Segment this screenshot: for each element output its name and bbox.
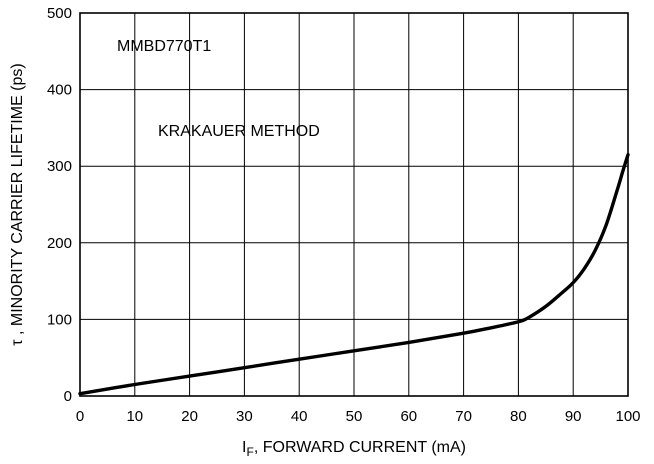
y-axis-label: τ , MINORITY CARRIER LIFETIME (ps)	[9, 63, 26, 346]
x-tick-label: 10	[126, 408, 143, 425]
y-tick-label: 400	[47, 82, 72, 99]
x-tick-label: 50	[346, 408, 363, 425]
x-tick-label: 90	[565, 408, 582, 425]
x-tick-label: 40	[291, 408, 308, 425]
data-line	[78, 153, 630, 396]
x-tick-label: 70	[455, 408, 472, 425]
x-tick-label: 100	[615, 408, 640, 425]
annotation-method: KRAKAUER METHOD	[158, 123, 320, 140]
x-axis-label: IF, FORWARD CURRENT (mA)	[242, 439, 466, 459]
y-tick-label: 100	[47, 311, 72, 328]
grid	[80, 13, 628, 396]
y-tick-label: 500	[47, 5, 72, 22]
y-tick-label: 200	[47, 235, 72, 252]
y-tick-label: 300	[47, 158, 72, 175]
annotation-part-number: MMBD770T1	[117, 38, 211, 55]
x-tick-label: 80	[510, 408, 527, 425]
tick-labels: 0 10 20 30 40 50 60 70 80 90 100 0 100 200 300 400 500	[47, 5, 641, 425]
y-tick-label: 0	[64, 388, 72, 405]
x-tick-label: 60	[400, 408, 417, 425]
x-tick-label: 0	[76, 408, 84, 425]
x-tick-label: 20	[181, 408, 198, 425]
x-axis-label-rest: , FORWARD CURRENT (mA)	[254, 439, 466, 456]
x-axis-label-main: I	[242, 439, 246, 456]
x-tick-label: 30	[236, 408, 253, 425]
plot-frame	[79, 12, 629, 397]
x-axis-label-subscript: F	[246, 445, 253, 459]
